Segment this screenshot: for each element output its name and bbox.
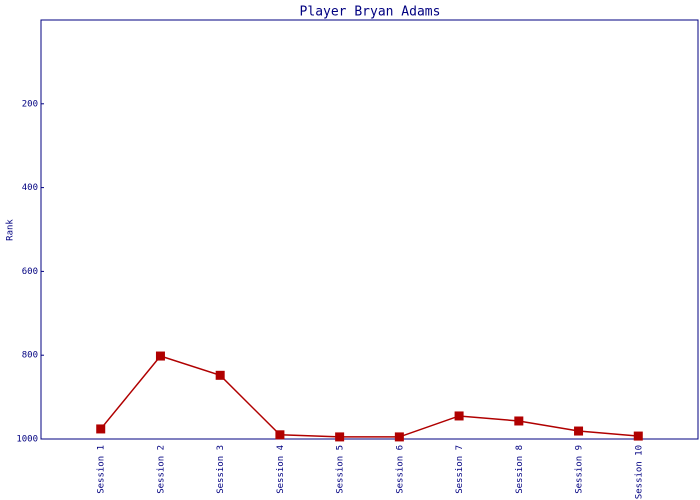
data-point (215, 370, 225, 380)
x-tick-label: Session 10 (634, 445, 644, 499)
x-tick-label: Session 1 (97, 445, 107, 494)
y-tick-label: 1000 (16, 435, 38, 445)
plot-frame (40, 19, 699, 440)
x-tick-label: Session 7 (455, 445, 465, 494)
data-point (454, 411, 464, 421)
data-point (394, 432, 404, 442)
data-point (574, 426, 584, 436)
data-point (275, 430, 285, 440)
y-tick-label: 200 (22, 99, 38, 109)
data-point (96, 424, 106, 434)
x-tick-label: Session 6 (395, 445, 405, 494)
data-point (633, 431, 643, 441)
y-tick-label: 800 (22, 351, 38, 361)
x-tick-label: Session 4 (276, 445, 286, 494)
data-point (514, 416, 524, 426)
y-tick-label: 400 (22, 183, 38, 193)
series-line (100, 355, 639, 438)
data-point (335, 432, 345, 442)
y-tick-label: 600 (22, 267, 38, 277)
x-tick-label: Session 8 (515, 445, 525, 494)
x-tick-label: Session 5 (336, 445, 346, 494)
data-point (155, 351, 165, 361)
chart-title: Player Bryan Adams (300, 5, 441, 20)
x-tick-label: Session 9 (575, 445, 585, 494)
y-axis-label: Rank (6, 219, 16, 241)
x-tick-label: Session 2 (156, 445, 166, 494)
x-tick-label: Session 3 (216, 445, 226, 494)
